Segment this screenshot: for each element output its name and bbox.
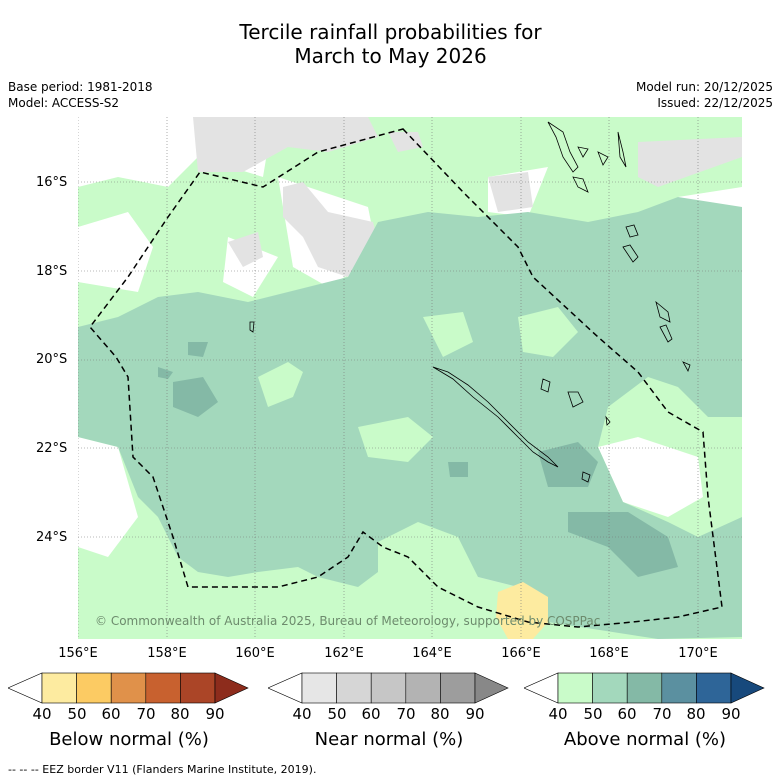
colorbar-segment [301, 672, 337, 704]
colorbar-segment [76, 672, 112, 704]
eez-legend: -- -- -- EEZ border V11 (Flanders Marine… [8, 763, 317, 776]
lon-label: 160°E [235, 646, 275, 661]
lon-label: 158°E [147, 646, 187, 661]
map-canvas [78, 117, 742, 639]
above-normal-60-70-regions [158, 342, 678, 577]
title-line-2: March to May 2026 [294, 44, 487, 68]
lat-label: 24°S [36, 530, 68, 545]
near-normal-regions [193, 117, 742, 277]
graticule [78, 117, 742, 639]
cbar-tick: 80 [686, 705, 706, 723]
colorbar-segment [696, 672, 732, 704]
lon-label: 162°E [324, 646, 364, 661]
cbar-tick: 40 [32, 705, 52, 723]
base-period: Base period: 1981-2018 [8, 80, 153, 94]
lat-label: 18°S [36, 264, 68, 279]
model-name: Model: ACCESS-S2 [8, 96, 120, 110]
cbar-tick: 60 [361, 705, 381, 723]
cbar-tick: 70 [652, 705, 672, 723]
colorbar-segment [145, 672, 181, 704]
colorbar-min-arrow [524, 672, 559, 704]
colorbar-segment [405, 672, 441, 704]
cbar-tick: 90 [465, 705, 485, 723]
colorbar-segment [41, 672, 77, 704]
lon-label: 156°E [58, 646, 98, 661]
colorbar-segment [592, 672, 628, 704]
above-normal-title: Above normal (%) [563, 729, 727, 750]
cbar-tick: 50 [583, 705, 603, 723]
colorbar-segment [110, 672, 147, 704]
below-normal-colorbar [8, 672, 249, 704]
colorbar-segment [661, 672, 697, 704]
eez-border [89, 128, 723, 628]
cbar-tick: 60 [617, 705, 637, 723]
meta-left: Base period: 1981-2018 Model: ACCESS-S2 [8, 79, 153, 111]
cbar-tick: 50 [327, 705, 347, 723]
lon-label: 166°E [501, 646, 541, 661]
cbar-tick: 40 [548, 705, 568, 723]
cbar-tick: 60 [101, 705, 121, 723]
colorbar-max-arrow [474, 672, 509, 704]
lat-label: 20°S [36, 352, 68, 367]
colorbar-segment [180, 672, 216, 704]
map-title: Tercile rainfall probabilities for March… [0, 20, 781, 68]
cbar-tick: 40 [292, 705, 312, 723]
colorbar-max-arrow [730, 672, 765, 704]
cbar-tick: 50 [67, 705, 87, 723]
coastlines [249, 121, 691, 483]
cbar-tick: 90 [205, 705, 225, 723]
lon-label: 164°E [412, 646, 452, 661]
cbar-tick: 80 [170, 705, 190, 723]
lat-label: 16°S [36, 175, 68, 190]
above-normal-40-50-inner-1 [258, 362, 303, 407]
title-line-1: Tercile rainfall probabilities for [239, 20, 542, 44]
colorbar-max-arrow [214, 672, 249, 704]
probability-map [78, 117, 742, 639]
colorbar-min-arrow [268, 672, 303, 704]
below-normal-title: Below normal (%) [49, 729, 209, 750]
meta-right: Model run: 20/12/2025 Issued: 22/12/2025 [636, 79, 773, 111]
above-normal-colorbar [524, 672, 765, 704]
lon-label: 168°E [589, 646, 629, 661]
colorbar-min-arrow [8, 672, 43, 704]
cbar-tick: 70 [136, 705, 156, 723]
near-normal-title: Near normal (%) [314, 729, 464, 750]
colorbar-segment [557, 672, 593, 704]
near-normal-colorbar [268, 672, 509, 704]
cbar-tick: 90 [721, 705, 741, 723]
model-run: Model run: 20/12/2025 [635, 80, 773, 94]
colorbar-segment [626, 672, 663, 704]
cbar-tick: 70 [396, 705, 416, 723]
above-normal-40-50-inner-3 [423, 312, 473, 357]
below-normal-region [496, 582, 548, 639]
cbar-tick: 80 [430, 705, 450, 723]
colorbar-segment [440, 672, 476, 704]
lat-label: 22°S [36, 441, 68, 456]
above-normal-40-50-inner-2 [358, 417, 433, 462]
lon-label: 170°E [678, 646, 718, 661]
above-normal-40-50-inner-4 [518, 307, 578, 357]
copyright-notice: © Commonwealth of Australia 2025, Bureau… [95, 614, 601, 628]
issued-date: Issued: 22/12/2025 [657, 96, 773, 110]
colorbar-segment [370, 672, 407, 704]
colorbar-segment [336, 672, 372, 704]
